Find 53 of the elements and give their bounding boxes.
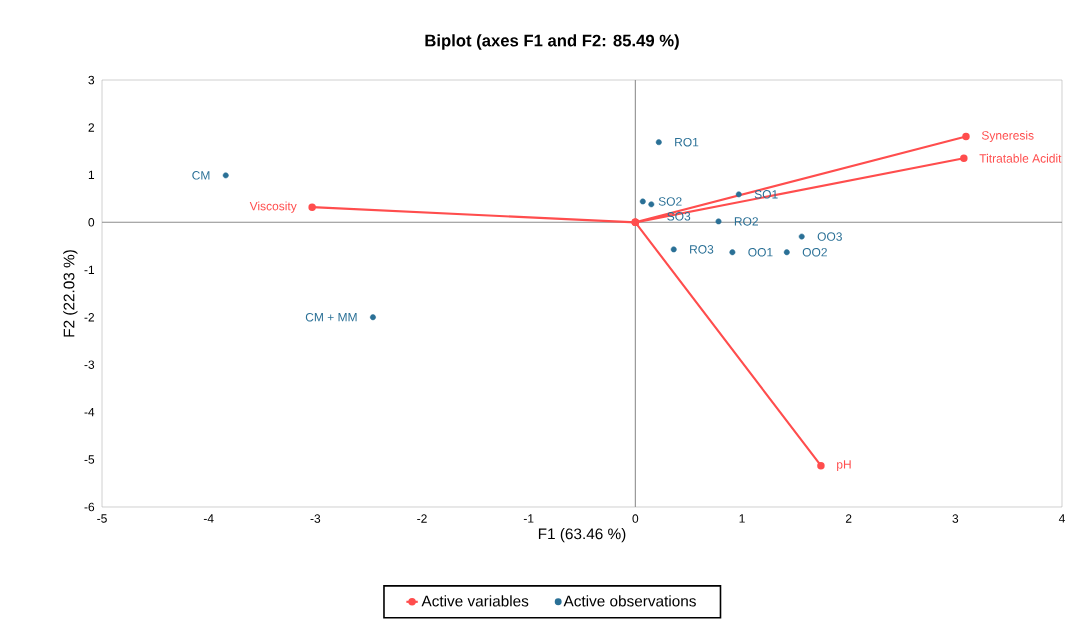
chart-title: Biplot (axes F1 and F2: 85.49 %) xyxy=(425,34,679,50)
data-label: Viscosity xyxy=(249,201,297,213)
y-tick-label: -4 xyxy=(84,407,95,417)
x-axis-title: F1 (63.46 %) xyxy=(538,528,626,543)
point xyxy=(962,132,970,141)
y-tick-label: -1 xyxy=(84,265,95,274)
x-tick-label: -2 xyxy=(417,514,427,523)
data-label: Syneresis xyxy=(981,130,1034,143)
x-tick-label: 4 xyxy=(1058,514,1065,523)
point xyxy=(817,461,825,470)
data-label: RO2 xyxy=(734,217,758,226)
data-label: CM + MM xyxy=(305,312,357,322)
y-axis-title: F2 (22.03 %) xyxy=(63,250,78,337)
data-label: RO1 xyxy=(675,137,699,147)
data-label: SO2 xyxy=(658,197,682,206)
y-tick-label: -2 xyxy=(84,313,95,322)
x-tick-label: -5 xyxy=(97,514,107,523)
x-tick-label: -4 xyxy=(203,514,214,523)
x-tick-label: 3 xyxy=(952,514,959,523)
x-tick-label: 0 xyxy=(632,514,639,523)
point xyxy=(670,246,677,253)
x-tick-label: -1 xyxy=(523,514,534,523)
legend-label: Active variables xyxy=(421,595,529,607)
y-tick-label: -6 xyxy=(84,502,95,512)
point xyxy=(655,139,662,146)
point xyxy=(798,233,805,240)
data-label: Titratable Acidit xyxy=(979,153,1062,163)
data-label: RO3 xyxy=(690,245,714,254)
point xyxy=(735,191,742,198)
data-label: OO2 xyxy=(802,247,827,257)
point xyxy=(639,198,646,205)
data-label: CM xyxy=(192,171,210,180)
point xyxy=(222,172,229,179)
point xyxy=(960,154,968,163)
legend-label: Active observations xyxy=(563,595,696,607)
y-tick-label: 3 xyxy=(88,75,95,85)
y-tick-label: 1 xyxy=(88,170,95,180)
y-tick-label: -5 xyxy=(84,455,95,464)
data-label: OO3 xyxy=(817,232,842,241)
point xyxy=(648,201,655,208)
x-tick-label: 1 xyxy=(739,514,745,523)
data-label: OO1 xyxy=(748,247,773,257)
x-tick-label: 2 xyxy=(845,514,852,523)
y-tick-label: 2 xyxy=(88,123,95,132)
x-tick-label: -3 xyxy=(310,514,321,523)
point xyxy=(715,218,722,225)
point xyxy=(370,314,376,321)
y-tick-label: 0 xyxy=(88,218,95,227)
point xyxy=(783,249,790,256)
data-label: pH xyxy=(837,460,851,472)
point xyxy=(729,249,736,256)
point xyxy=(308,203,316,211)
y-tick-label: -3 xyxy=(84,360,95,369)
